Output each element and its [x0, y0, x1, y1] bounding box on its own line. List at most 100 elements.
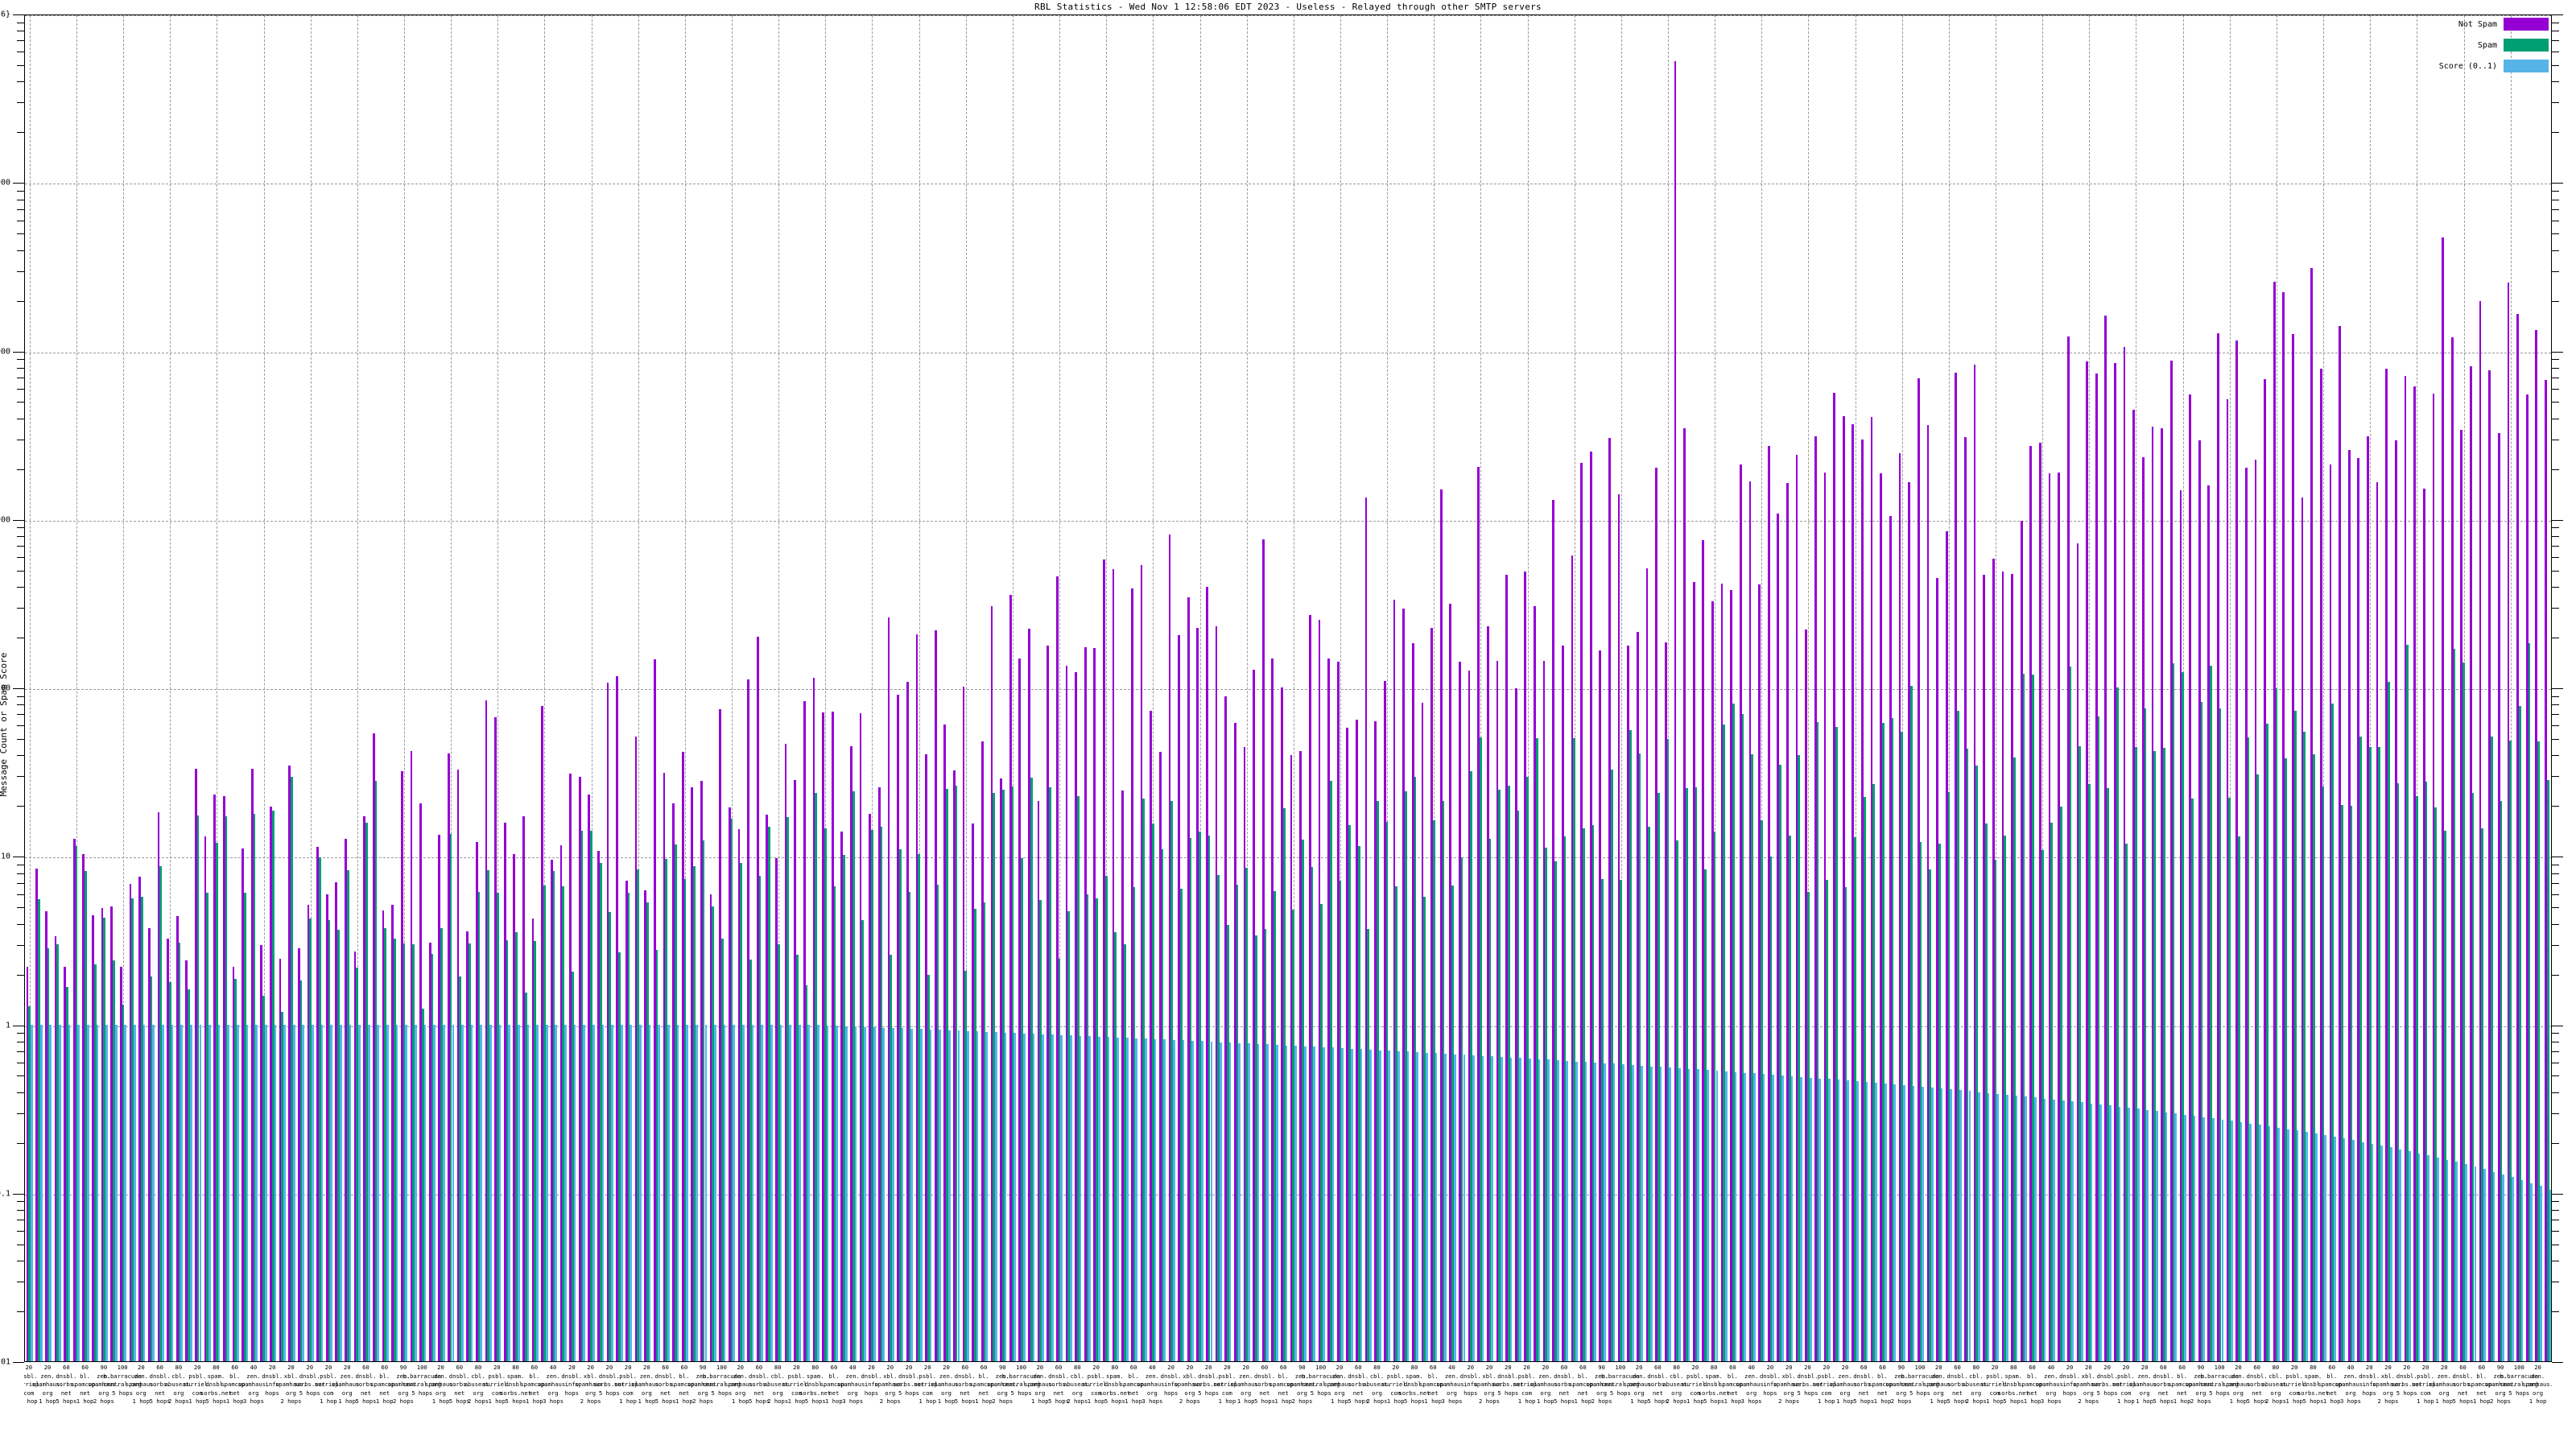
- bar-score: [1070, 1035, 1072, 1361]
- bar-score: [648, 1024, 651, 1361]
- bar-not-spam: [110, 906, 114, 1361]
- bar-group: [1121, 15, 1129, 1361]
- bar-group: [1140, 15, 1147, 1361]
- y-tick-minor: [17, 907, 24, 909]
- bar-group: [1795, 15, 1802, 1361]
- bar-not-spam: [325, 894, 328, 1361]
- bar-spam: [674, 844, 677, 1361]
- bar-group: [44, 15, 52, 1361]
- bar-group: [906, 15, 914, 1361]
- bar-group: [2385, 15, 2392, 1361]
- bar-not-spam: [2497, 433, 2500, 1361]
- bar-spam: [440, 927, 443, 1361]
- bar-spam: [1096, 898, 1098, 1361]
- bar-not-spam: [157, 812, 160, 1361]
- bar-spam: [2050, 822, 2054, 1361]
- bar-score: [312, 1024, 314, 1361]
- y-tick-minor-right: [2552, 882, 2559, 884]
- gridline-vertical: [825, 15, 827, 1361]
- bar-not-spam: [897, 695, 899, 1361]
- gridline-vertical: [2510, 15, 2512, 1361]
- bar-score: [1659, 1067, 1662, 1361]
- bar-score: [2464, 1164, 2467, 1361]
- x-tick-label: 60 dnsbl. sorbs. net 5 hops: [355, 1364, 377, 1405]
- bar-score: [68, 1024, 71, 1361]
- bar-group: [288, 15, 295, 1361]
- bar-not-spam: [1384, 681, 1386, 1361]
- y-tick-major: [13, 183, 24, 184]
- x-tick-label: 60 bl. spamcop. net 1 hop: [2018, 1364, 2046, 1405]
- bar-not-spam: [1093, 647, 1096, 1361]
- x-tick-label: 60 dnsbl. sorbs. net 5 hops: [2452, 1364, 2474, 1405]
- bar-score: [59, 1024, 61, 1361]
- bar-group: [494, 15, 502, 1361]
- bar-group: [2020, 15, 2027, 1361]
- bar-score: [1275, 1044, 1278, 1361]
- bar-score: [302, 1024, 305, 1361]
- bar-score: [658, 1024, 661, 1361]
- bar-spam: [384, 928, 387, 1361]
- bar-not-spam: [2123, 347, 2126, 1361]
- bar-spam: [898, 848, 902, 1361]
- bar-not-spam: [2273, 281, 2276, 1361]
- bar-group: [2460, 15, 2467, 1361]
- bar-group: [672, 15, 679, 1361]
- bar-score: [124, 1024, 127, 1361]
- x-tick-label: 80 cbl. abuseat. org 2 hops: [164, 1364, 193, 1405]
- bar-score: [189, 1024, 192, 1361]
- bar-group: [1571, 15, 1578, 1361]
- bar-spam: [47, 948, 50, 1361]
- bar-group: [1084, 15, 1092, 1361]
- bar-score: [686, 1024, 688, 1361]
- bar-group: [1702, 15, 1709, 1361]
- bar-group: [1720, 15, 1728, 1361]
- bar-score: [1323, 1046, 1325, 1361]
- bar-not-spam: [129, 884, 132, 1361]
- bar-not-spam: [2404, 375, 2407, 1361]
- x-tick-label: 90 zen. spamhaus. org 2 hops: [387, 1364, 419, 1405]
- bar-not-spam: [522, 815, 525, 1361]
- bar-score: [1706, 1070, 1709, 1361]
- bar-group: [2244, 15, 2252, 1361]
- bar-not-spam: [82, 854, 85, 1361]
- bar-group: [1926, 15, 1934, 1361]
- bar-not-spam: [1739, 464, 1742, 1361]
- bar-group: [1430, 15, 1438, 1361]
- x-tick-label: 80 spam. dnsbl. sorbs.net 5 hops: [2297, 1364, 2329, 1405]
- y-tick-minor-right: [2552, 1231, 2559, 1232]
- bar-group: [925, 15, 932, 1361]
- bar-spam: [2125, 844, 2128, 1361]
- bar-score: [1538, 1059, 1541, 1361]
- bar-spam: [852, 791, 855, 1361]
- bar-not-spam: [925, 754, 927, 1361]
- bar-score: [264, 1024, 267, 1361]
- bar-score: [1697, 1069, 1699, 1361]
- bar-score: [423, 1024, 427, 1361]
- x-tick-label: 60 bl. spamcop. net 1 hop: [1719, 1364, 1747, 1405]
- bar-score: [1809, 1077, 1812, 1361]
- x-tick-label: 60 dnsbl. sorbs. net 5 hops: [748, 1364, 770, 1405]
- y-tick-minor-right: [2552, 806, 2559, 807]
- x-tick-label: 20 psbl. surriel. com 1 hop: [1980, 1364, 2009, 1405]
- bar-spam: [1470, 770, 1473, 1361]
- bar-not-spam: [438, 834, 441, 1361]
- bar-group: [2132, 15, 2140, 1361]
- bar-not-spam: [288, 765, 291, 1361]
- bar-spam: [2022, 674, 2025, 1361]
- bar-group: [147, 15, 155, 1361]
- bar-group: [2413, 15, 2421, 1361]
- legend-item-not-spam: Not Spam: [2458, 18, 2549, 31]
- bar-spam: [393, 939, 396, 1361]
- x-tick-label: 80 cbl. abuseat. org 2 hops: [1063, 1364, 1092, 1405]
- bar-group: [709, 15, 716, 1361]
- bar-spam: [1816, 721, 1819, 1361]
- bar-score: [2334, 1137, 2336, 1361]
- bar-spam: [1826, 879, 1829, 1361]
- bar-not-spam: [2347, 450, 2351, 1361]
- bar-not-spam: [1150, 711, 1152, 1361]
- x-tick-label: 90 zen. spamhaus. org 2 hops: [1885, 1364, 1918, 1405]
- bar-spam: [740, 863, 742, 1361]
- bar-group: [1805, 15, 1812, 1361]
- bar-not-spam: [2226, 399, 2229, 1361]
- y-tick-minor: [17, 696, 24, 697]
